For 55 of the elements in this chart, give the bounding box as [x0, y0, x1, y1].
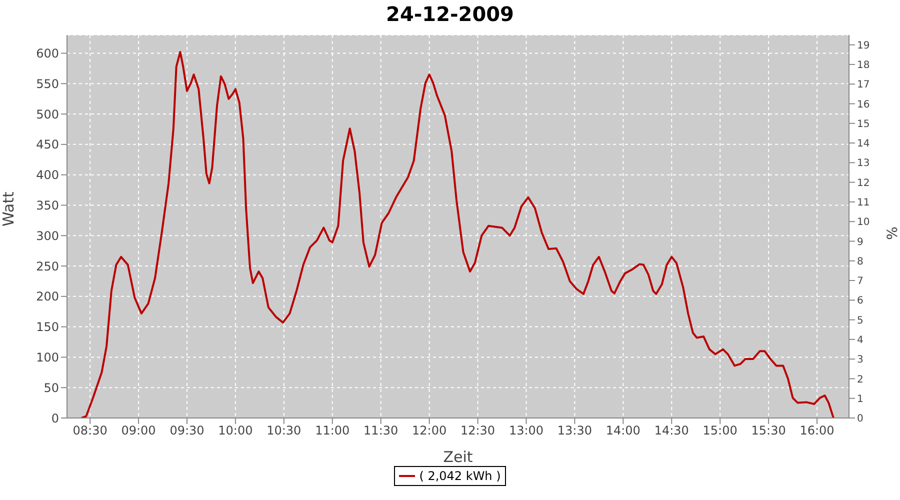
y2-tick-label: 2 — [857, 374, 864, 386]
y-tick-label: 200 — [36, 290, 59, 304]
y-axis-title: Watt — [0, 192, 18, 226]
x-tick-label: 10:00 — [218, 424, 253, 438]
y2-tick-label: 3 — [857, 354, 864, 366]
x-tick-label: 13:30 — [557, 424, 592, 438]
chart-title: 24-12-2009 — [385, 2, 515, 26]
x-tick-label: 09:30 — [170, 424, 204, 438]
x-tick-label: 15:00 — [702, 424, 738, 438]
y2-tick-label: 19 — [857, 40, 870, 52]
y2-tick-label: 9 — [857, 236, 864, 248]
y2-tick-label: 12 — [857, 178, 870, 189]
y2-tick-label: 5 — [857, 315, 864, 326]
x-axis-title: Zeit — [443, 448, 473, 466]
x-tick-label: 14:00 — [606, 424, 640, 438]
line-series — [80, 51, 834, 418]
y2-tick-label: 14 — [857, 138, 870, 150]
y-tick-label: 50 — [44, 380, 59, 395]
y-tick-label: 250 — [36, 259, 59, 274]
x-tick-label: 08:30 — [72, 424, 108, 438]
y2-tick-label: 17 — [857, 80, 870, 91]
y2-tick-label: 13 — [857, 158, 870, 170]
y2-tick-label: 16 — [857, 99, 870, 110]
y-tick-label: 350 — [36, 198, 59, 212]
y2-tick-label: 4 — [857, 334, 864, 346]
x-tick-label: 12:00 — [412, 424, 447, 438]
y-tick-label: 150 — [36, 320, 59, 334]
y-tick-label: 100 — [36, 350, 59, 364]
y2-tick-label: 15 — [857, 118, 870, 130]
y2-tick-label: 1 — [857, 394, 864, 405]
y2-axis-title: % — [884, 226, 900, 240]
x-tick-label: 10:30 — [266, 424, 302, 438]
y2-tick-label: 6 — [857, 296, 864, 307]
x-tick-label: 16:00 — [800, 424, 834, 438]
x-tick-label: 14:30 — [654, 424, 689, 438]
y-tick-label: 450 — [36, 138, 59, 152]
x-tick-label: 12:30 — [460, 424, 496, 438]
x-tick-label: 13:00 — [508, 424, 544, 438]
x-tick-label: 11:00 — [315, 424, 350, 438]
legend-label: ( 2,042 kWh ) — [419, 469, 501, 483]
y2-tick-label: 0 — [857, 414, 864, 425]
x-tick-label: 09:00 — [121, 424, 156, 438]
y-tick-label: 300 — [36, 228, 59, 243]
y-tick-label: 550 — [36, 76, 59, 91]
y-tick-label: 500 — [36, 107, 59, 122]
y-tick-label: 400 — [36, 168, 59, 182]
y-tick-label: 600 — [36, 46, 59, 60]
y-tick-label: 0 — [51, 411, 59, 426]
y2-tick-label: 7 — [857, 276, 864, 288]
y2-tick-label: 10 — [857, 217, 870, 228]
x-tick-label: 11:30 — [364, 424, 398, 438]
y2-tick-label: 18 — [857, 60, 870, 72]
y2-tick-label: 11 — [857, 198, 870, 208]
x-tick-label: 15:30 — [751, 424, 786, 438]
y2-tick-label: 8 — [857, 256, 864, 268]
